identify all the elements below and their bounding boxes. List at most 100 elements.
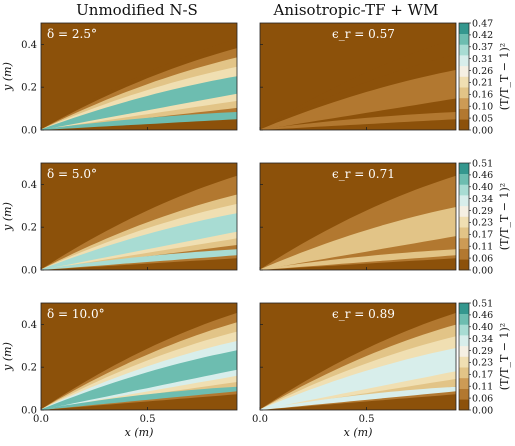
- plot-frame: [259, 302, 457, 411]
- colorbar-segment: [459, 108, 469, 120]
- colorbar-segment: [459, 259, 469, 271]
- colorbar-label: (T/T_T − 1)²: [498, 43, 511, 110]
- colorbar-tick-label: 0.05: [472, 113, 493, 124]
- colorbar-tick-label: 0.06: [472, 253, 493, 264]
- colorbar-segment: [459, 55, 469, 67]
- colorbar-segment: [459, 173, 469, 185]
- colorbar-segment: [459, 248, 469, 260]
- colorbar-tick-label: 0.00: [472, 265, 493, 276]
- contour-band: [41, 350, 237, 410]
- colorbar-tick-label: 0.29: [472, 206, 493, 217]
- colorbar-tick-label: 0.16: [472, 90, 493, 101]
- colorbar-tick-label: 0.21: [472, 78, 493, 89]
- y-axis-label: y (m): [1, 62, 14, 92]
- colorbar-tick-label: 0.46: [472, 310, 493, 321]
- colorbar-segment: [459, 195, 469, 207]
- colorbar-tick-label: 0.06: [472, 393, 493, 404]
- colorbar-tick-label: 0.40: [472, 182, 493, 193]
- colorbar-tick-label: 0.40: [472, 322, 493, 333]
- colorbar-tick-label: 0.11: [472, 242, 493, 253]
- y-tick-label: 0.0: [21, 126, 37, 137]
- colorbar-segment: [459, 205, 469, 217]
- colorbar-segment: [459, 119, 469, 131]
- colorbar-segment: [459, 87, 469, 99]
- y-tick-label: 0.2: [21, 223, 37, 234]
- colorbar-segment: [459, 345, 469, 357]
- colorbar-tick-label: 0.26: [472, 66, 493, 77]
- colorbar-tick-label: 0.17: [472, 230, 493, 241]
- colorbar-segment: [459, 356, 469, 368]
- colorbar-segment: [459, 97, 469, 109]
- contour-core: [41, 112, 237, 130]
- contour-band: [260, 69, 456, 130]
- contour-core: [260, 249, 456, 270]
- contour-band: [41, 76, 237, 130]
- colorbar-segment: [459, 65, 469, 77]
- contour-panel-left-row1: δ = 2.5° 0.0 0.2 0.4 y (m): [1, 22, 238, 137]
- colorbar-segment: [459, 184, 469, 196]
- colorbar-segment: [459, 163, 469, 174]
- colorbar-segment: [459, 303, 469, 314]
- colorbar-frame: [458, 22, 470, 131]
- colorbar-segment: [459, 324, 469, 336]
- colorbar-tick-label: 0.47: [472, 18, 493, 29]
- column-title-right: Anisotropic-TF + WM: [273, 1, 439, 19]
- colorbar-tick-label: 0.00: [472, 125, 493, 136]
- colorbar-segment: [459, 76, 469, 88]
- colorbar-tick-label: 0.46: [472, 170, 493, 181]
- y-tick-label: 0.2: [21, 83, 37, 94]
- colorbar-segment: [459, 335, 469, 347]
- colorbar-segment: [459, 313, 469, 325]
- colorbar-segment: [459, 388, 469, 400]
- colorbar-tick-label: 0.31: [472, 54, 493, 65]
- colorbar-tick-label: 0.51: [472, 158, 493, 169]
- colorbar-tick-label: 0.10: [472, 102, 493, 113]
- colorbar-segment: [459, 399, 469, 411]
- x-tick-label: 0.0: [33, 414, 49, 425]
- column-title-left: Unmodified N-S: [76, 1, 198, 19]
- contour-band: [41, 213, 237, 270]
- colorbar-segment: [459, 227, 469, 239]
- contour-panel-left-row3: δ = 10.0° 0.0 0.2 0.4 0.0 0.5x (m) y (m): [1, 302, 238, 439]
- contour-panel-right-row3: ϵ_r = 0.89 0.0 0.5x (m): [252, 302, 457, 439]
- colorbar-row1: 0.000.050.100.160.210.260.310.370.420.47…: [458, 18, 511, 136]
- colorbar-tick-label: 0.42: [472, 30, 493, 41]
- y-axis-label: y (m): [1, 342, 14, 372]
- plot-frame: [259, 22, 457, 131]
- contour-core: [41, 249, 237, 270]
- colorbar-tick-label: 0.34: [472, 334, 493, 345]
- contour-panel-right-row2: ϵ_r = 0.71: [259, 162, 457, 271]
- colorbar-label: (T/T_T − 1)²: [498, 183, 511, 250]
- eps-annotation: ϵ_r = 0.71: [332, 167, 395, 181]
- colorbar-frame: [458, 162, 470, 271]
- delta-annotation: δ = 2.5°: [47, 27, 97, 41]
- colorbar-segment: [459, 237, 469, 249]
- contour-core: [260, 112, 456, 130]
- x-tick-label: 0.5: [359, 414, 375, 425]
- colorbar-label: (T/T_T − 1)²: [498, 323, 511, 390]
- eps-annotation: ϵ_r = 0.89: [332, 307, 395, 321]
- x-tick-label: 0.0: [252, 414, 268, 425]
- y-tick-label: 0.4: [21, 180, 37, 191]
- colorbar-tick-label: 0.11: [472, 382, 493, 393]
- colorbar-tick-label: 0.00: [472, 405, 493, 416]
- colorbar-tick-label: 0.29: [472, 346, 493, 357]
- colorbar-tick-label: 0.17: [472, 370, 493, 381]
- y-tick-label: 0.4: [21, 320, 37, 331]
- colorbar-segment: [459, 44, 469, 56]
- y-tick-label: 0.0: [21, 266, 37, 277]
- y-tick-label: 0.4: [21, 40, 37, 51]
- eps-annotation: ϵ_r = 0.57: [332, 27, 395, 41]
- plot-frame: [40, 22, 238, 131]
- colorbar-row3: 0.000.060.110.170.230.290.340.400.460.51…: [458, 298, 511, 416]
- contour-panel-left-row2: δ = 5.0° 0.0 0.2 0.4 y (m): [1, 162, 238, 277]
- contour-band: [260, 348, 456, 410]
- delta-annotation: δ = 10.0°: [47, 307, 105, 321]
- colorbar-segment: [459, 377, 469, 389]
- x-axis-label: x (m): [344, 426, 373, 439]
- y-tick-label: 0.2: [21, 363, 37, 374]
- contour-band: [260, 207, 456, 270]
- colorbar-tick-label: 0.34: [472, 194, 493, 205]
- colorbar-tick-label: 0.23: [472, 218, 493, 229]
